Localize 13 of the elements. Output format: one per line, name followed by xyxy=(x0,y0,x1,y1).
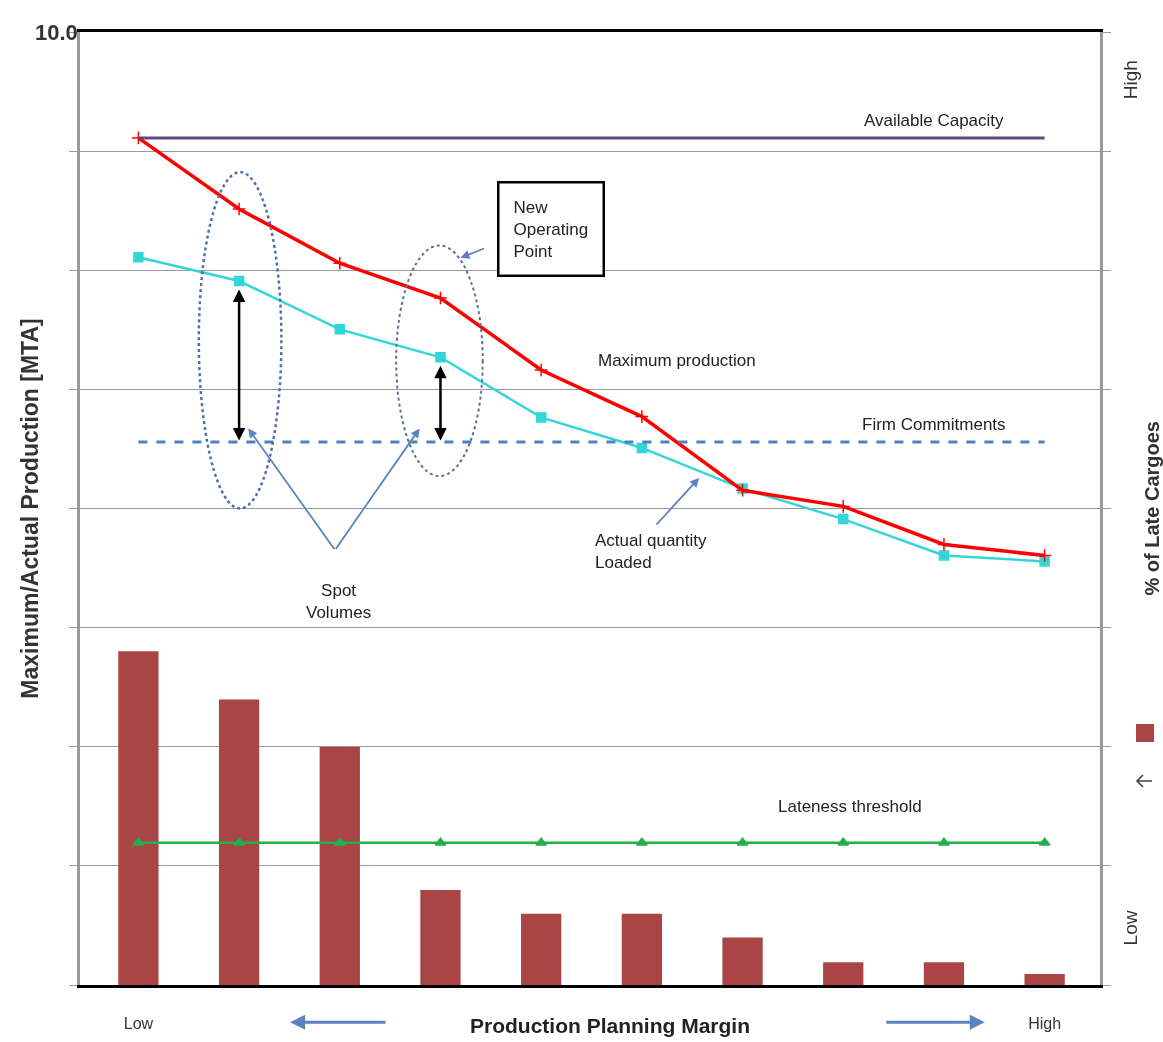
text: Actual quantity Loaded xyxy=(595,531,708,573)
series-label: Lateness threshold xyxy=(778,797,922,816)
y-axis-title: Maximum/Actual Production [MTA] xyxy=(17,318,44,699)
text: 10.0 xyxy=(35,20,78,45)
y2-axis-title: % of Late Cargoes xyxy=(1140,421,1163,596)
annotation: New Operating Point xyxy=(513,197,589,261)
ref-line-label: Firm Commitments xyxy=(862,415,1006,434)
x-axis-title: Production Planning Margin xyxy=(470,1014,750,1037)
annotation: Spot Volumes xyxy=(306,581,372,623)
series-label: Maximum production xyxy=(598,351,756,370)
text: High xyxy=(1119,60,1141,100)
text: Low xyxy=(1119,910,1141,946)
ref-line-label: Available Capacity xyxy=(864,111,1005,130)
